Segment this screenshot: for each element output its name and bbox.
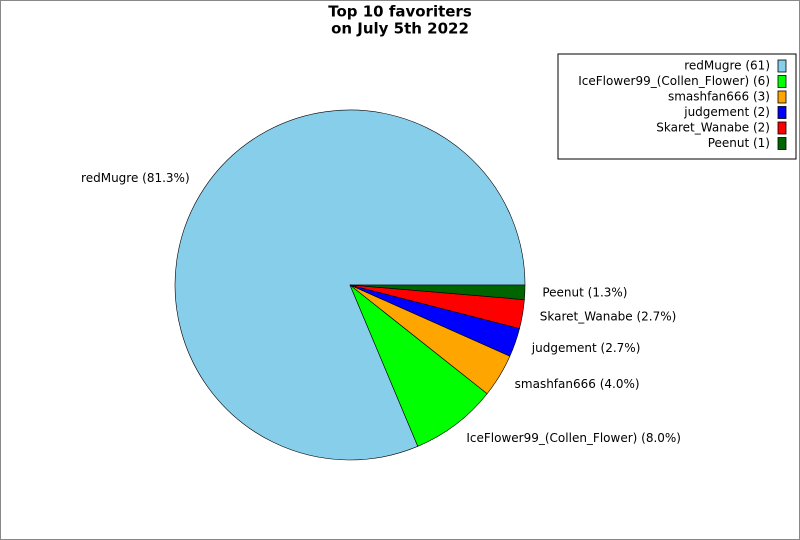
slice-label: smashfan666 (4.0%)	[515, 377, 640, 391]
legend-swatch	[777, 137, 787, 150]
legend-swatch	[777, 59, 787, 73]
chart-title: on July 5th 2022	[331, 20, 469, 38]
legend-label: redMugre (61)	[684, 59, 770, 73]
legend-label: smashfan666 (3)	[668, 90, 770, 104]
slice-label: judgement (2.7%)	[531, 341, 641, 355]
legend-label: judgement (2)	[683, 105, 770, 119]
legend-label: IceFlower99_(Collen_Flower) (6)	[578, 74, 770, 88]
legend-swatch	[777, 90, 787, 104]
chart-title: Top 10 favoriters	[328, 3, 472, 21]
slice-label: Peenut (1.3%)	[542, 286, 627, 300]
legend-swatch	[777, 106, 787, 119]
legend-label: Skaret_Wanabe (2)	[656, 121, 770, 135]
slice-label: IceFlower99_(Collen_Flower) (8.0%)	[466, 431, 681, 445]
slice-label: Skaret_Wanabe (2.7%)	[540, 310, 677, 324]
slice-label: redMugre (81.3%)	[81, 171, 190, 185]
pie-slice	[349, 284, 526, 300]
legend-swatch	[777, 121, 787, 135]
legend-label: Peenut (1)	[708, 136, 770, 150]
legend-swatch	[777, 75, 787, 88]
legend-box	[557, 53, 797, 160]
